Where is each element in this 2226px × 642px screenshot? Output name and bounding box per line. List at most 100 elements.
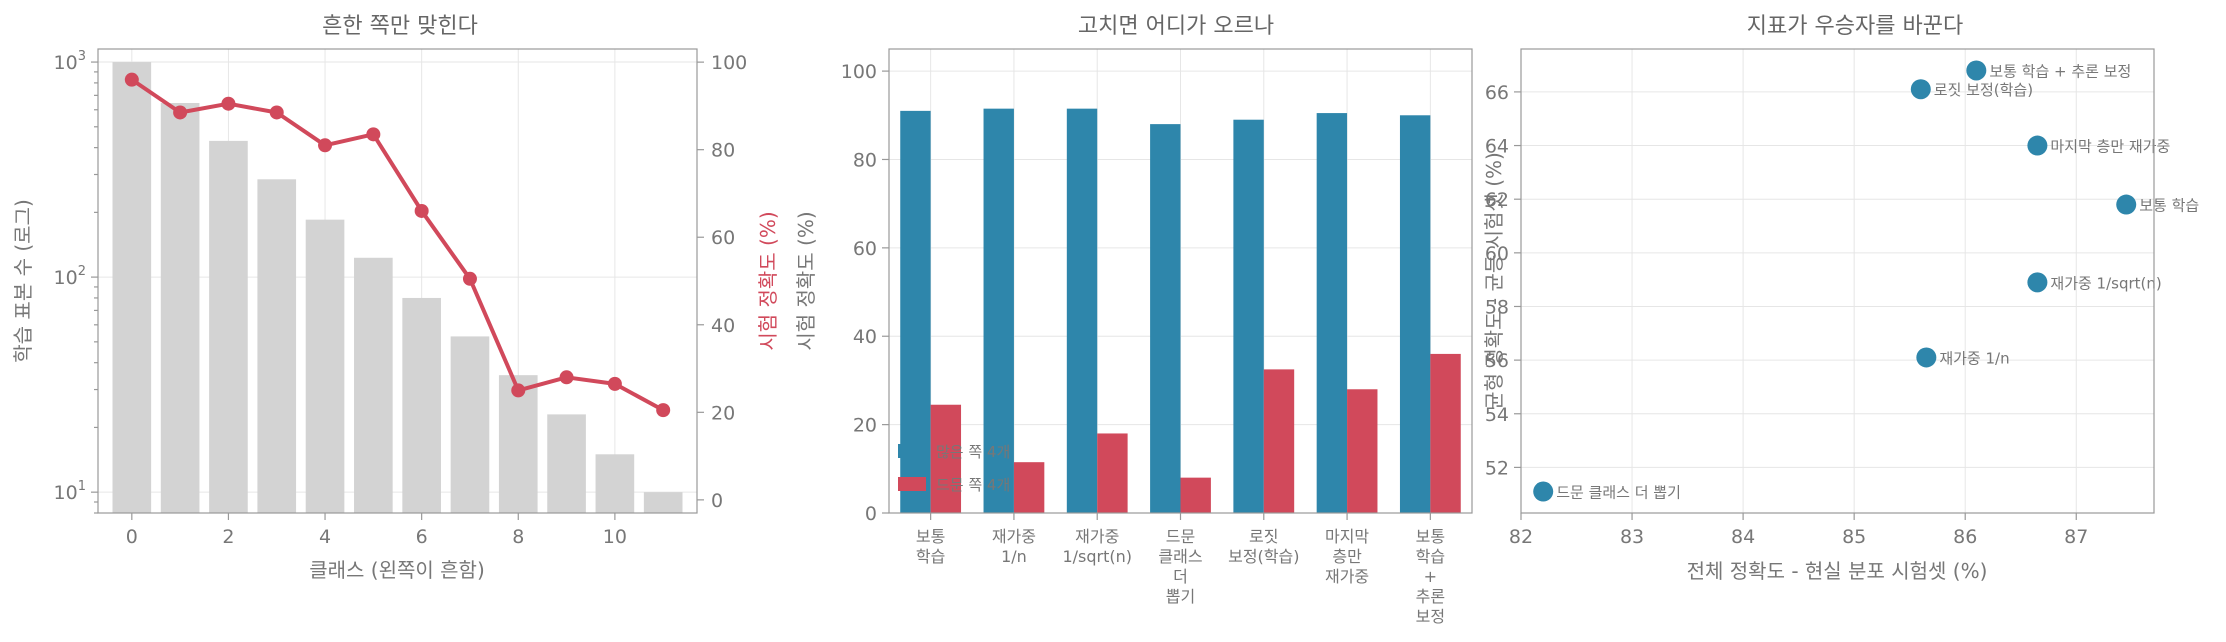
sample-count-bar xyxy=(305,219,345,514)
x-tick-label: 6 xyxy=(416,526,428,548)
method-label: 보통 학습 xyxy=(2139,197,2199,215)
plot-frame xyxy=(1520,48,2155,514)
legend-swatch xyxy=(898,444,926,458)
method-label: 드문 클래스 더 뽑기 xyxy=(1556,484,1681,502)
y-tick-label: 103 xyxy=(54,49,86,74)
accuracy-point xyxy=(559,370,574,385)
legend-swatch xyxy=(898,477,926,491)
accuracy-point xyxy=(124,72,139,87)
y-right-tick-label: 20 xyxy=(711,402,735,424)
panel-fix-comparison: 고치면 어디가 오르나 0 20 40 60 80 100 보통 학습 재가중 1/n 재가중 1/… xyxy=(794,14,1473,626)
y-tick-label: 58 xyxy=(1485,296,1509,318)
y-tick-label: 60 xyxy=(1485,243,1509,265)
accuracy-point xyxy=(366,127,381,142)
sample-count-bar xyxy=(112,62,152,513)
y-tick-label: 101 xyxy=(54,479,86,504)
y-tick-label: 64 xyxy=(1485,136,1509,158)
rare-classes-bar xyxy=(1430,353,1461,513)
common-classes-bar xyxy=(1399,115,1431,514)
sample-count-bar xyxy=(257,179,297,513)
method-label: 보통 학습 + 추론 보정 xyxy=(1989,62,2131,80)
x-tick-label: 83 xyxy=(1620,526,1644,548)
method-point xyxy=(1910,79,1931,100)
legend-label: 드문 쪽 4개 xyxy=(936,476,1010,494)
accuracy-point xyxy=(318,138,333,153)
x-tick-label: 4 xyxy=(319,526,331,548)
x-tick-label: 보통 학습 + 추론 보정 xyxy=(1416,527,1445,626)
x-tick-label: 0 xyxy=(126,526,138,548)
rare-classes-bar xyxy=(1263,369,1295,513)
y-axis-label: 학습 표본 수 (로그) xyxy=(11,199,35,362)
common-classes-bar xyxy=(1316,113,1348,514)
y-tick-label: 102 xyxy=(54,264,86,289)
sample-count-bar xyxy=(450,336,490,513)
method-point xyxy=(2027,272,2048,293)
y-right-tick-label: 40 xyxy=(711,315,735,337)
rare-classes-bar xyxy=(1013,462,1045,513)
accuracy-point xyxy=(462,271,477,286)
y-tick-label: 54 xyxy=(1485,404,1509,426)
y-tick-label: 40 xyxy=(853,326,877,348)
legend-label: 많은 쪽 4개 xyxy=(936,443,1010,461)
y-tick-label: 62 xyxy=(1485,189,1509,211)
accuracy-line xyxy=(130,77,665,412)
method-point xyxy=(2027,135,2048,156)
x-tick-label: 재가중 1/sqrt(n) xyxy=(1062,527,1132,566)
accuracy-point xyxy=(269,105,284,120)
y-axis-label: 시험 정확도 (%) xyxy=(794,211,818,350)
x-tick-label: 재가중 1/n xyxy=(992,527,1036,566)
sample-count-bar xyxy=(402,297,441,513)
common-classes-bar xyxy=(983,108,1014,514)
y-tick-label: 80 xyxy=(853,149,877,171)
method-point xyxy=(2116,194,2137,215)
sample-count-bar xyxy=(643,492,683,513)
chart-title: 지표가 우승자를 바꾼다 xyxy=(1747,14,1963,39)
accuracy-point xyxy=(607,376,622,391)
y-right-tick-label: 60 xyxy=(711,227,735,249)
sample-count-bar xyxy=(160,103,200,514)
x-tick-label: 10 xyxy=(603,526,627,548)
method-label: 재가중 1/n xyxy=(1939,349,2009,367)
x-axis-label: 전체 정확도 - 현실 분포 시험셋 (%) xyxy=(1687,559,1988,583)
sample-count-bar xyxy=(498,375,538,513)
rare-classes-bar xyxy=(930,404,962,513)
x-tick-label: 87 xyxy=(2064,526,2088,548)
accuracy-point xyxy=(173,105,188,120)
x-tick-label: 82 xyxy=(1509,526,1533,548)
x-tick-label: 보통 학습 xyxy=(916,527,945,566)
x-tick-label: 8 xyxy=(512,526,524,548)
y-right-tick-label: 100 xyxy=(711,52,747,74)
common-classes-bar xyxy=(1150,124,1181,513)
y-tick-label: 52 xyxy=(1485,457,1509,479)
x-tick-label: 드문 클래스 더 뽑기 xyxy=(1158,527,1202,606)
method-label: 재가중 1/sqrt(n) xyxy=(2050,274,2161,292)
x-tick-label: 마지막 층만 재가중 xyxy=(1325,527,1369,586)
y-tick-label: 60 xyxy=(853,238,877,260)
y-right-tick-label: 0 xyxy=(711,490,723,512)
sample-count-bar xyxy=(209,140,248,513)
common-classes-bar xyxy=(1066,108,1098,514)
x-tick-label: 2 xyxy=(222,526,234,548)
chart-title: 흔한 쪽만 맞힌다 xyxy=(322,14,478,39)
y-tick-label: 100 xyxy=(841,61,877,83)
rare-classes-bar xyxy=(1347,389,1378,513)
plot-frame xyxy=(97,48,698,514)
y-axis-label-right: 시험 정확도 (%) xyxy=(756,211,780,350)
rare-classes-bar xyxy=(1180,477,1211,513)
accuracy-point xyxy=(656,403,671,418)
y-tick-label: 66 xyxy=(1485,82,1509,104)
method-label: 로짓 보정(학습) xyxy=(1934,81,2033,99)
sample-count-bar xyxy=(595,454,635,513)
x-tick-label: 85 xyxy=(1842,526,1866,548)
method-point xyxy=(1966,60,1987,81)
accuracy-point xyxy=(221,96,236,111)
x-tick-label: 84 xyxy=(1731,526,1755,548)
y-tick-label: 20 xyxy=(853,415,877,437)
panel-class-frequency-vs-accuracy: 흔한 쪽만 맞힌다 0 2 4 6 8 10 101 102 103 0 20 40 60 80 100… xyxy=(11,14,780,582)
common-classes-bar xyxy=(1233,119,1264,513)
chart-title: 고치면 어디가 오르나 xyxy=(1078,14,1274,39)
sample-count-bar xyxy=(547,414,586,513)
